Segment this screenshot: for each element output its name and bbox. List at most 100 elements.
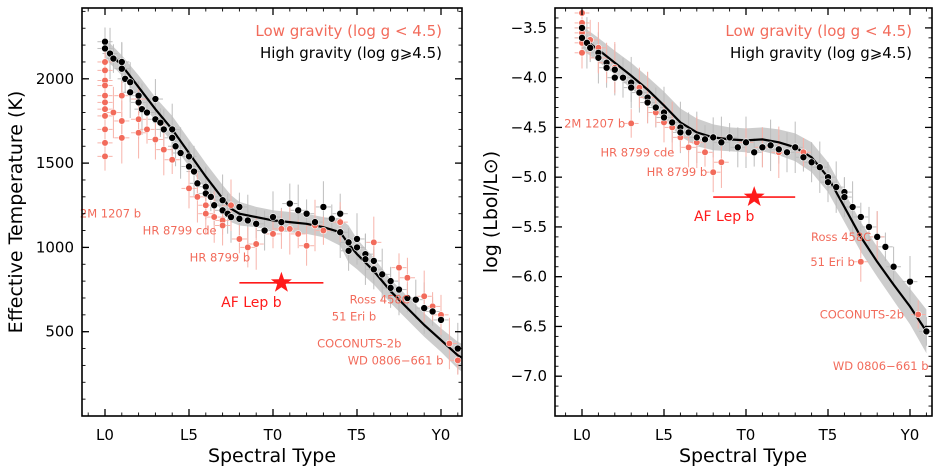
low-gravity-point	[294, 230, 302, 238]
highlight-star	[270, 271, 292, 292]
high-gravity-point	[336, 228, 345, 237]
luminosity-panel: AF Lep b 2M 1207 b HR 8799 cde HR 8799 b Ro…	[480, 7, 933, 467]
low-gravity-point	[857, 258, 865, 266]
high-gravity-point	[252, 220, 261, 228]
trend-line	[581, 37, 928, 333]
high-gravity-point	[856, 213, 865, 221]
annotation-label: Ross 458C	[811, 230, 871, 244]
high-gravity-point	[602, 63, 611, 72]
high-gravity-point	[369, 265, 378, 274]
high-gravity-point	[766, 141, 775, 150]
annotation-label: HR 8799 cde	[600, 145, 674, 159]
low-gravity-point	[269, 230, 277, 238]
high-gravity-point	[277, 218, 286, 226]
high-gravity-point	[610, 73, 619, 82]
low-gravity-point	[101, 66, 109, 74]
annotation-label: 2M 1207 b	[80, 207, 141, 221]
low-gravity-point	[227, 201, 235, 209]
x-tick-label: L5	[180, 426, 198, 444]
high-gravity-point	[353, 235, 361, 243]
high-gravity-point	[244, 216, 252, 225]
annotations: 2M 1207 b HR 8799 cde HR 8799 b Ross 458C 51…	[564, 116, 929, 373]
highlight-star	[743, 186, 765, 206]
high-gravity-point	[260, 226, 269, 235]
high-gravity-point	[176, 149, 185, 157]
high-gravity-point	[134, 98, 143, 107]
high-gravity-point	[151, 95, 160, 103]
annotation-label: 2M 1207 b	[564, 116, 625, 130]
high-gravity-point	[353, 243, 361, 252]
high-gravity-point	[758, 143, 767, 152]
low-gravity-point	[109, 108, 117, 117]
high-gravity-point	[185, 152, 193, 161]
trend-band	[582, 25, 927, 354]
low-gravity-point	[101, 125, 109, 133]
high-gravity-point	[742, 138, 750, 147]
plot-frame	[81, 7, 463, 417]
low-gravity-point	[101, 105, 109, 113]
low-gravity-point	[202, 210, 210, 218]
low-gravity-point	[420, 292, 428, 300]
high-gravity-point	[619, 73, 627, 82]
annotation-label: WD 0806−661 b	[833, 359, 929, 373]
high-gravity-point	[420, 304, 429, 312]
high-gravity-point	[269, 213, 277, 221]
low-gravity-point	[101, 81, 109, 90]
annotation-label: COCONUTS-2b	[317, 337, 401, 351]
low-gravity-point	[244, 243, 252, 252]
high-gravity-point	[336, 209, 345, 218]
high-gravity-point	[210, 201, 218, 210]
high-gravity-point	[733, 143, 742, 152]
high-gravity-point	[840, 193, 849, 201]
high-gravity-point	[610, 65, 619, 74]
low-gravity-point	[454, 356, 462, 364]
high-gravity-point	[118, 58, 126, 66]
high-gravity-point	[171, 142, 180, 151]
axis-ticks: L0 L5 T0 T5 Y0 −3.5 −4.0 −4.5 −5.0 −5.5 −6.0 −6.5 −7…	[511, 7, 932, 444]
high-gravity-point	[160, 125, 168, 134]
y-tick-label: 2000	[36, 70, 74, 88]
legend-high-gravity: High gravity (log g⩾4.5)	[260, 44, 442, 62]
low-gravity-point	[118, 117, 126, 125]
annotation-label: 51 Eri b	[810, 255, 854, 269]
x-tick-label: T0	[736, 426, 756, 444]
high-gravity-point	[386, 277, 395, 285]
high-gravity-point	[824, 178, 832, 186]
high-gravity-point	[126, 78, 134, 86]
high-gravity-point	[101, 44, 109, 53]
uncertainty-band	[582, 25, 927, 354]
high-gravity-point	[235, 214, 244, 223]
high-gravity-point	[344, 238, 353, 247]
x-tick-label: Y0	[431, 426, 451, 444]
low-gravity-point	[627, 119, 635, 128]
low-gravity-point	[252, 240, 260, 248]
high-gravity-point	[791, 143, 800, 152]
high-gravity-point	[327, 214, 336, 223]
uncertainty-band	[105, 38, 462, 372]
y-axis-label: log (Lbol/L⊙)	[480, 151, 502, 273]
high-gravity-point	[815, 163, 824, 172]
high-gravity-point	[725, 133, 734, 142]
low-gravity-point	[101, 58, 109, 66]
low-gravity-point	[403, 274, 412, 282]
high-gravity-point	[294, 206, 303, 215]
low-gravity-point	[101, 152, 109, 160]
low-gravity-point	[914, 310, 922, 319]
low-gravity-point	[701, 148, 709, 156]
low-gravity-point	[101, 98, 109, 107]
low-gravity-point	[202, 201, 210, 209]
highlight-point: AF Lep b	[694, 186, 796, 225]
high-gravity-point	[126, 88, 134, 97]
low-gravity-point	[219, 221, 227, 230]
high-gravity-point	[235, 203, 244, 211]
data-points	[578, 9, 932, 369]
high-gravity-point	[627, 83, 636, 92]
low-gravity-point	[445, 339, 454, 348]
high-gravity-point	[319, 203, 328, 211]
x-tick-label: T0	[263, 426, 283, 444]
high-gravity-point	[168, 125, 176, 134]
high-gravity-point	[185, 162, 193, 171]
low-gravity-point	[395, 264, 403, 272]
high-gravity-point	[709, 133, 718, 142]
